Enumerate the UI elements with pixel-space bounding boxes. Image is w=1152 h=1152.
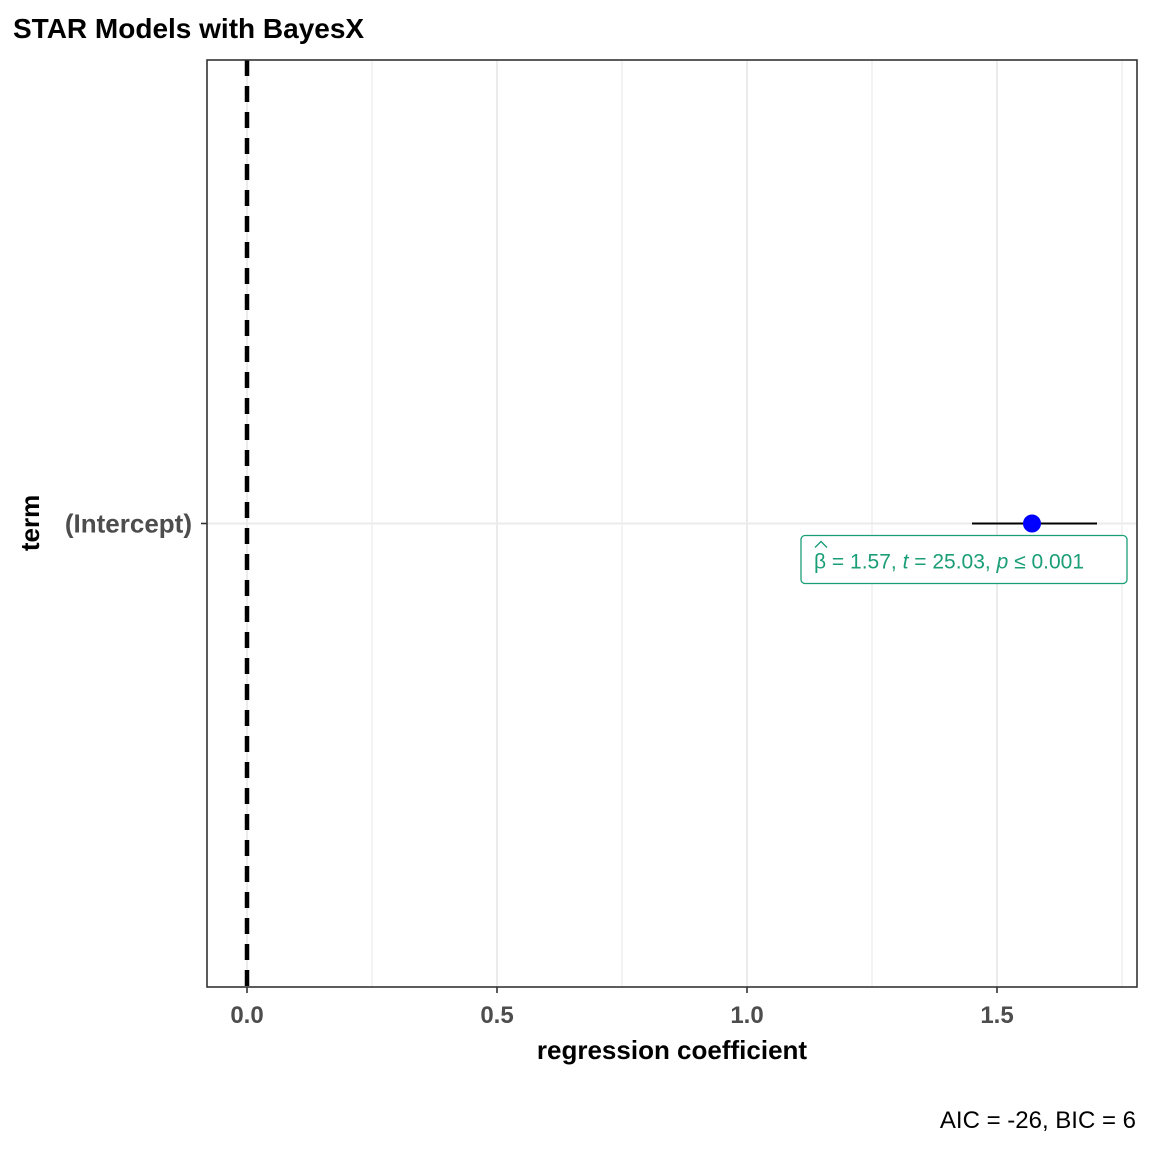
x-axis-title: regression coefficient xyxy=(537,1035,808,1065)
x-tick-label: 0.0 xyxy=(230,1002,263,1029)
caption: AIC = -26, BIC = 6 xyxy=(940,1107,1136,1134)
chart-title: STAR Models with BayesX xyxy=(13,13,364,44)
estimate-label: β = 1.57, t = 25.03, p ≤ 0.001 xyxy=(800,534,1128,585)
label-beta-value: = 1.57, xyxy=(826,551,902,574)
x-tick-label: 1.5 xyxy=(980,1002,1013,1029)
x-tick-label: 1.0 xyxy=(730,1002,763,1029)
label-t-symbol: t xyxy=(903,551,910,574)
axis-ticks: 0.0 0.5 1.0 1.5 (Intercept) xyxy=(65,509,1014,1030)
estimate-point xyxy=(1023,514,1041,533)
marks: β = 1.57, t = 25.03, p ≤ 0.001 xyxy=(800,514,1128,585)
label-beta-symbol: β xyxy=(814,551,826,574)
label-text: β = 1.57, t = 25.03, p ≤ 0.001 xyxy=(814,551,1084,574)
label-beta-hat xyxy=(814,540,828,548)
label-p-value: ≤ 0.001 xyxy=(1008,551,1084,574)
label-box xyxy=(800,534,1128,585)
y-axis-title: term xyxy=(15,495,45,551)
x-tick-label: 0.5 xyxy=(480,1002,513,1029)
label-t-value: = 25.03, xyxy=(908,551,996,574)
label-p-symbol: p xyxy=(996,551,1009,574)
y-tick-label: (Intercept) xyxy=(65,509,192,539)
